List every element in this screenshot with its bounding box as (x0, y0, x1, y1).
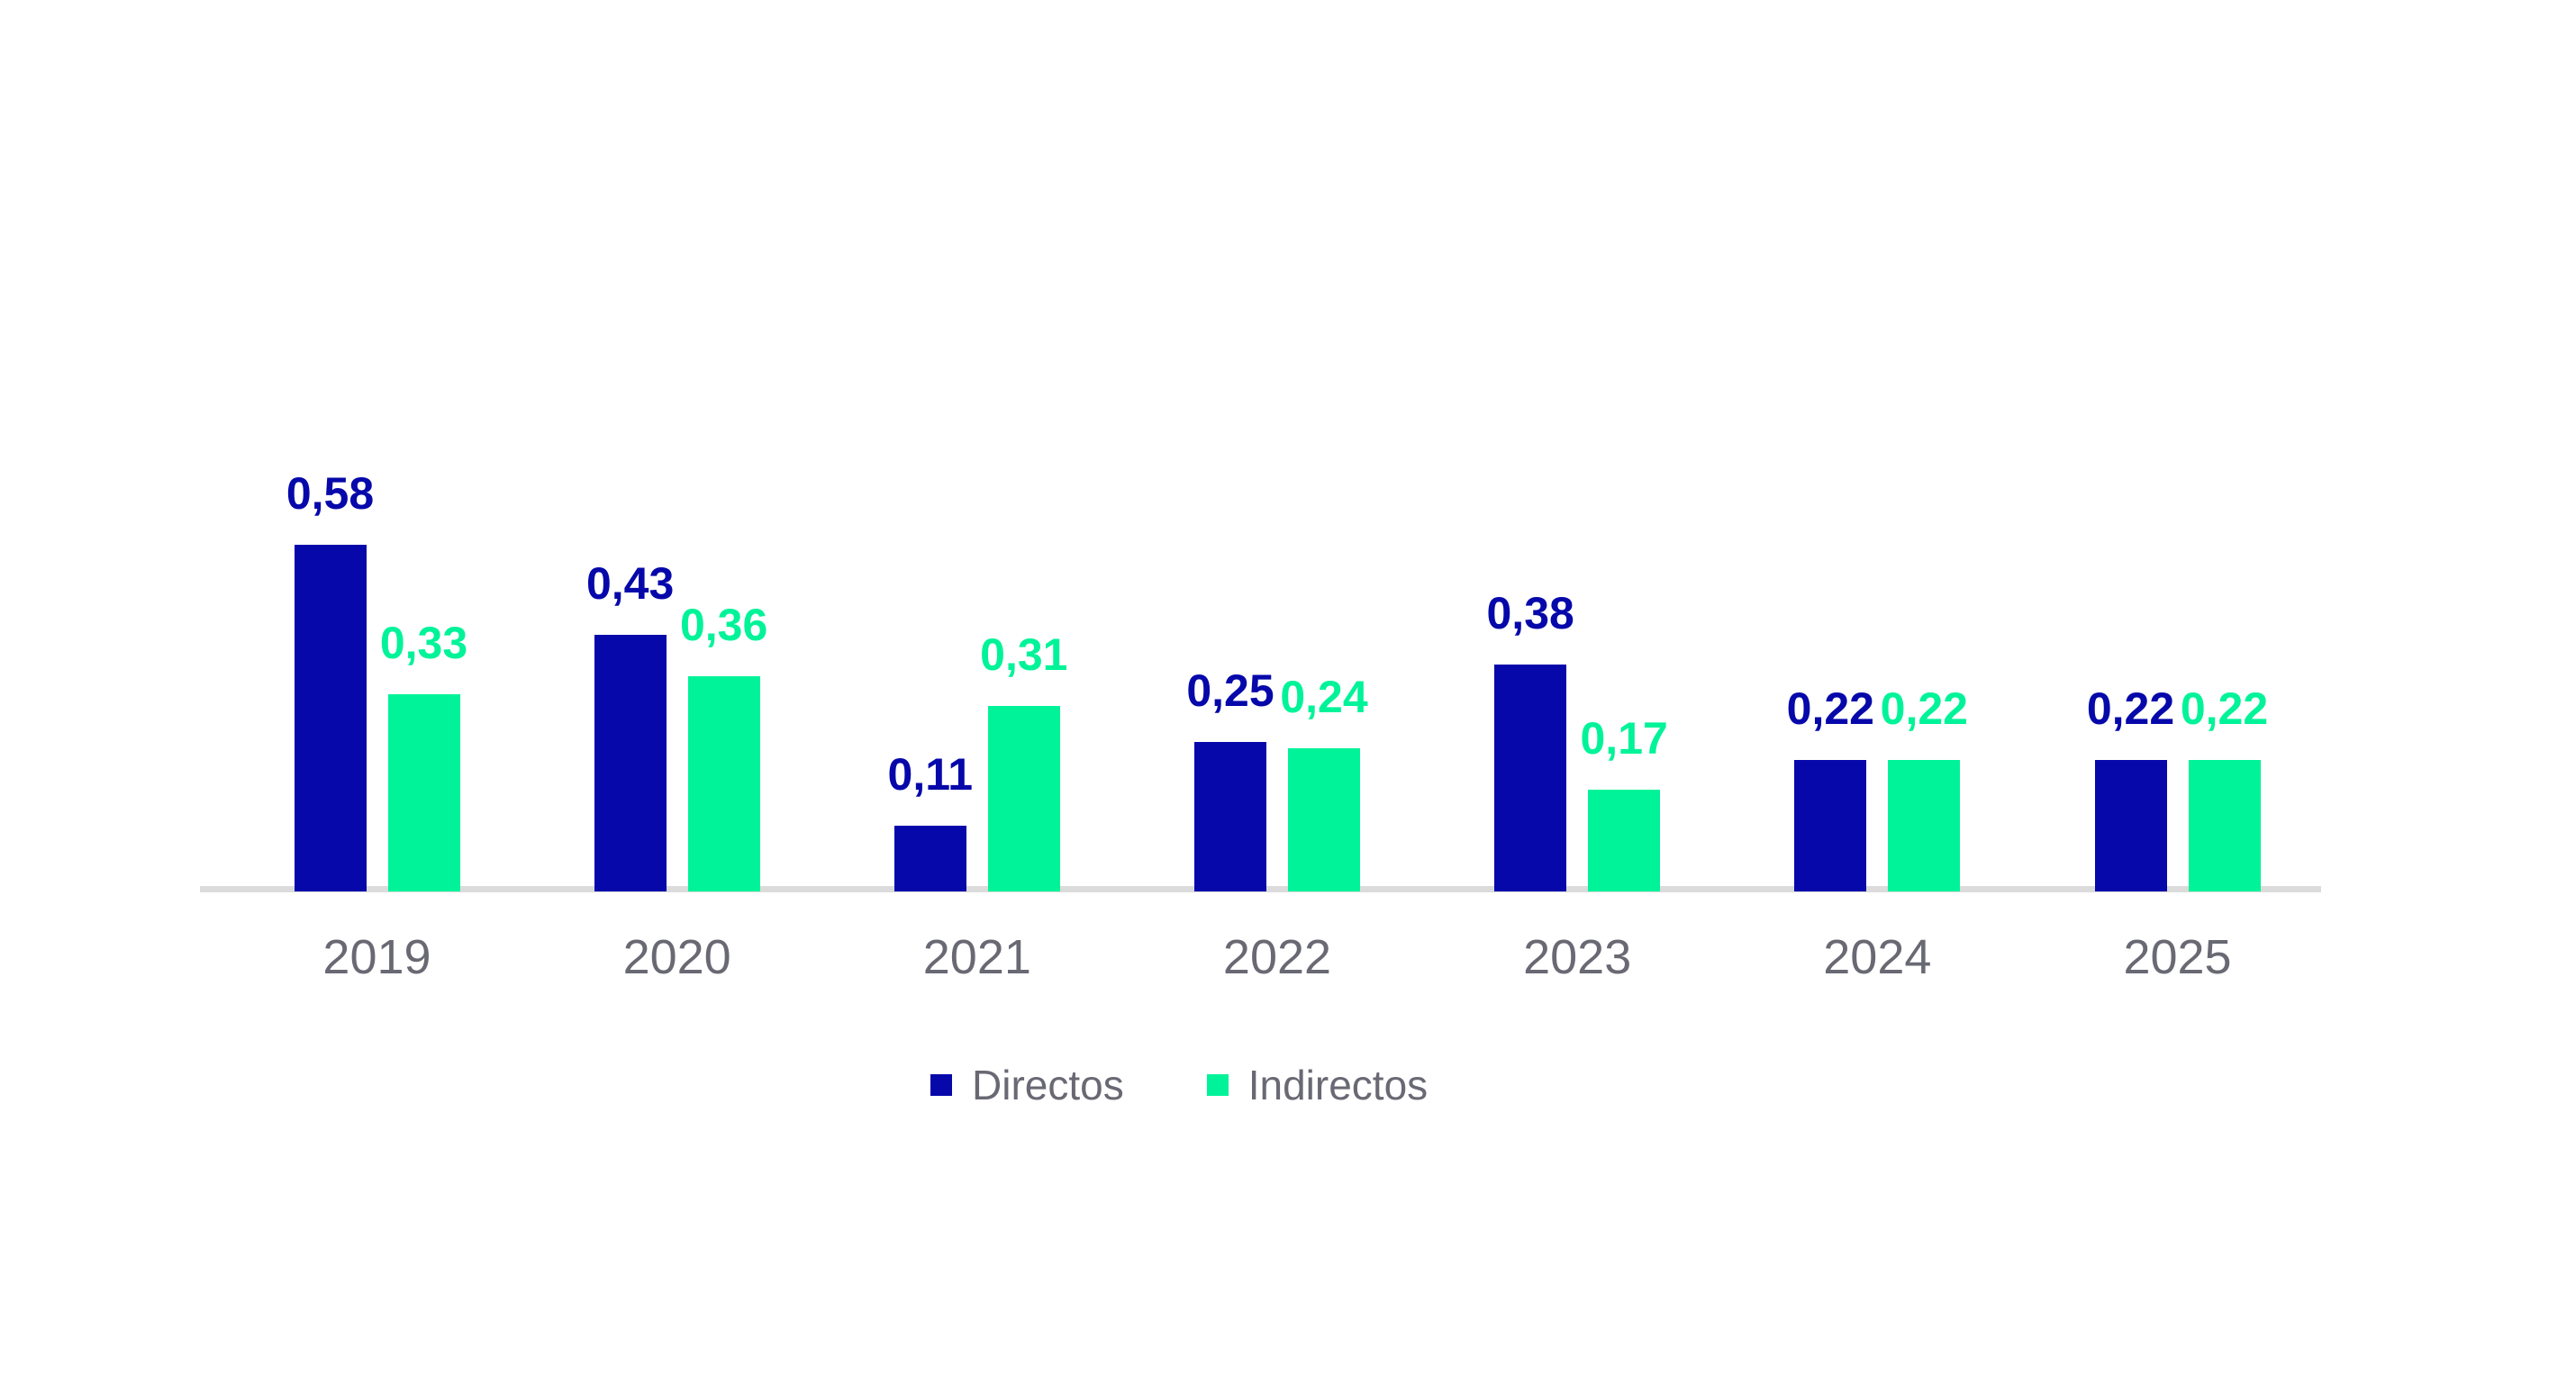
x-axis-label-2021: 2021 (922, 930, 1031, 984)
value-label-indirectos-2021: 0,31 (980, 629, 1068, 680)
value-label-directos-2021: 0,11 (887, 749, 974, 800)
value-label-directos-2025: 0,22 (2086, 683, 2175, 734)
bar-indirectos-2020 (687, 676, 760, 891)
bar-indirectos-2022 (1288, 748, 1360, 891)
bar-indirectos-2021 (987, 706, 1060, 891)
bar-directos-2019 (294, 545, 367, 891)
x-axis-label-2019: 2019 (322, 930, 431, 984)
legend-label-indirectos: Indirectos (1247, 1062, 1429, 1108)
bar-indirectos-2019 (387, 694, 460, 891)
value-label-indirectos-2024: 0,22 (1880, 683, 1968, 734)
bar-indirectos-2024 (1888, 760, 1961, 891)
value-label-indirectos-2023: 0,17 (1580, 713, 1668, 764)
legend: Directos Indirectos (930, 1063, 1428, 1108)
value-label-directos-2024: 0,22 (1786, 683, 1874, 734)
bar-directos-2022 (1194, 742, 1266, 891)
bar-directos-2021 (893, 826, 966, 891)
bar-indirectos-2025 (2188, 760, 2261, 891)
legend-color-swatch-directos (930, 1074, 952, 1097)
legend-item-directos: Directos (930, 1063, 1124, 1108)
value-label-indirectos-2022: 0,24 (1280, 672, 1368, 722)
x-axis-label-2024: 2024 (1823, 930, 1932, 984)
x-axis-label-2020: 2020 (622, 930, 731, 984)
legend-color-swatch-indirectos (1206, 1074, 1229, 1097)
value-label-directos-2019: 0,58 (286, 468, 375, 519)
value-label-directos-2022: 0,25 (1186, 665, 1274, 716)
value-label-directos-2023: 0,38 (1486, 588, 1574, 638)
bar-indirectos-2023 (1588, 790, 1661, 891)
value-label-directos-2020: 0,43 (585, 558, 675, 609)
bar-directos-2024 (1794, 760, 1867, 891)
value-label-indirectos-2020: 0,36 (679, 600, 768, 650)
x-axis-label-2025: 2025 (2123, 930, 2232, 984)
bar-directos-2023 (1494, 665, 1567, 891)
bar-directos-2020 (594, 635, 667, 891)
value-label-indirectos-2019: 0,33 (379, 618, 468, 668)
x-axis-label-2022: 2022 (1222, 930, 1332, 984)
x-axis-label-2023: 2023 (1523, 930, 1632, 984)
bar-directos-2025 (2094, 760, 2167, 891)
legend-label-directos: Directos (972, 1062, 1124, 1108)
value-label-indirectos-2025: 0,22 (2180, 683, 2269, 734)
legend-item-indirectos: Indirectos (1206, 1062, 1429, 1108)
